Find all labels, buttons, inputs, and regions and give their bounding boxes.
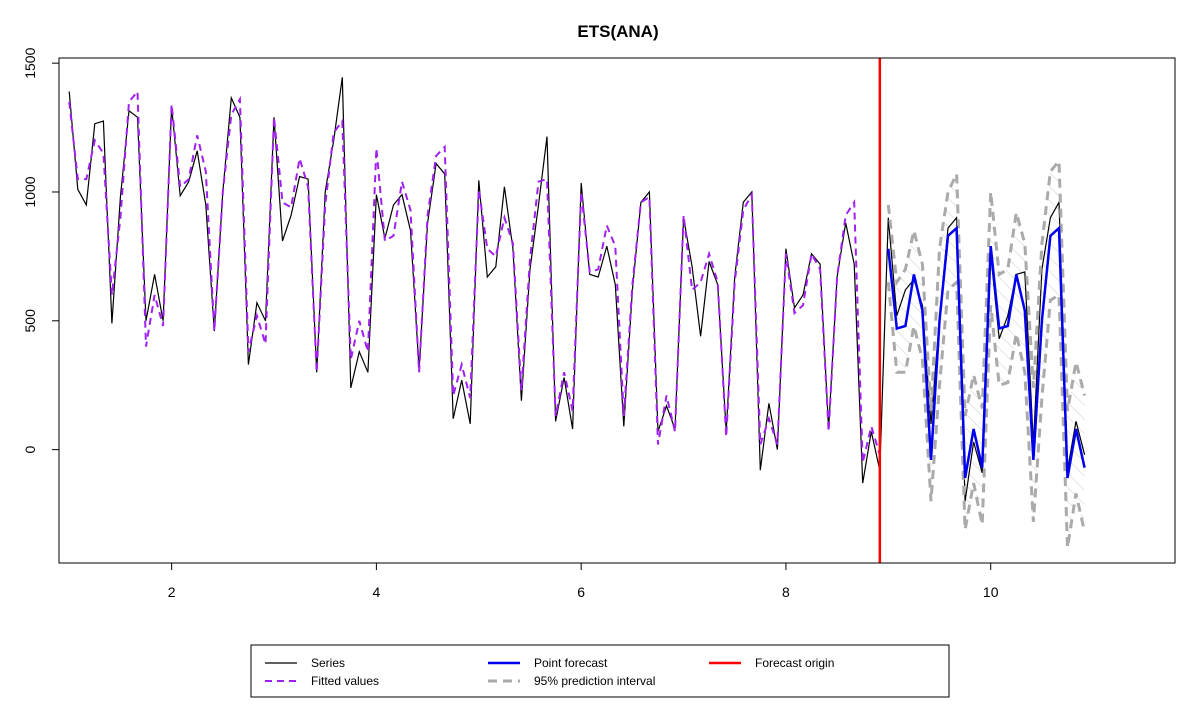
chart-title: ETS(ANA) — [577, 22, 658, 41]
x-tick-label: 2 — [168, 584, 176, 600]
y-tick-label: 1500 — [22, 47, 38, 78]
x-tick-label: 6 — [577, 584, 585, 600]
legend: Series Point forecast Forecast origin Fitte… — [250, 644, 950, 698]
legend-label-origin: Forecast origin — [755, 656, 834, 670]
y-tick-label: 1000 — [22, 176, 38, 207]
legend-label-series: Series — [311, 656, 345, 670]
interval-upper-line — [886, 157, 1087, 417]
x-tick-label: 10 — [983, 584, 999, 600]
y-tick-label: 0 — [22, 445, 38, 453]
fitted-line — [68, 88, 881, 463]
legend-box — [250, 644, 950, 698]
y-tick-label: 500 — [22, 309, 38, 333]
legend-label-fitted: Fitted values — [311, 674, 379, 688]
plot-clip-group — [68, 58, 1087, 563]
forecast-line — [887, 225, 1086, 479]
plot-area — [68, 58, 1087, 563]
x-tick-label: 4 — [372, 584, 380, 600]
x-tick-label: 8 — [782, 584, 790, 600]
legend-label-forecast: Point forecast — [534, 656, 608, 670]
interval-lower-line — [886, 278, 1087, 548]
legend-label-interval: 95% prediction interval — [534, 674, 655, 688]
axes: 2 4 6 8 10 0 500 1000 1500 — [22, 47, 999, 600]
